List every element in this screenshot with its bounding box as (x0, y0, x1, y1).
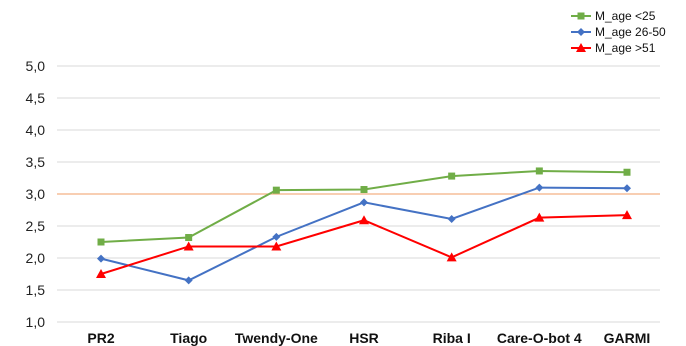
data-point (448, 173, 455, 180)
y-tick-label: 2,5 (26, 218, 46, 234)
legend-marker (578, 13, 585, 20)
data-point (359, 215, 369, 224)
series-1 (98, 167, 631, 245)
y-tick-label: 4,5 (26, 90, 46, 106)
legend-item: M_age >51 (571, 41, 656, 55)
legend-item: M_age <25 (571, 9, 656, 23)
data-point (185, 276, 193, 284)
x-tick-label: GARMI (604, 330, 651, 346)
data-point (536, 167, 543, 174)
data-point (535, 184, 543, 192)
data-point (448, 215, 456, 223)
y-axis-ticks: 1,0 1,5 2,0 2,5 3,0 3,5 4,0 4,5 5,0 (26, 58, 46, 330)
legend-marker (577, 28, 585, 36)
legend-item: M_age 26-50 (571, 25, 666, 39)
y-tick-label: 1,5 (26, 282, 46, 298)
data-point (272, 233, 280, 241)
data-point (624, 169, 631, 176)
series-2 (97, 184, 631, 285)
data-point (623, 184, 631, 192)
legend-label: M_age >51 (595, 41, 656, 55)
legend-label: M_age <25 (595, 9, 656, 23)
x-tick-label: Care-O-bot 4 (497, 330, 582, 346)
x-tick-label: Tiago (170, 330, 207, 346)
y-tick-label: 5,0 (26, 58, 46, 74)
data-point (360, 198, 368, 206)
legend-label: M_age 26-50 (595, 25, 666, 39)
x-axis-ticks: PR2 Tiago Twendy-One HSR Riba I Care-O-bot 4 G… (87, 330, 650, 346)
data-point (97, 255, 105, 263)
data-point (273, 187, 280, 194)
y-tick-label: 4,0 (26, 122, 46, 138)
y-tick-label: 2,0 (26, 250, 46, 266)
x-tick-label: Riba I (433, 330, 471, 346)
x-tick-label: PR2 (87, 330, 114, 346)
x-tick-label: HSR (349, 330, 379, 346)
legend: M_age <25 M_age 26-50 M_age >51 (571, 9, 666, 55)
y-tick-label: 3,5 (26, 154, 46, 170)
series-3 (96, 210, 632, 278)
data-point (98, 239, 105, 246)
data-point (185, 234, 192, 241)
y-tick-label: 1,0 (26, 314, 46, 330)
y-tick-label: 3,0 (26, 186, 46, 202)
series-line (101, 171, 627, 242)
data-point (361, 186, 368, 193)
x-tick-label: Twendy-One (235, 330, 318, 346)
